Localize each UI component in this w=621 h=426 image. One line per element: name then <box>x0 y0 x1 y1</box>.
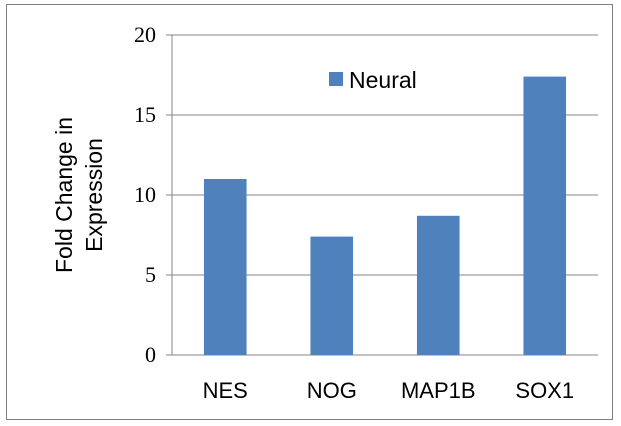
bar-sox1 <box>523 76 567 355</box>
x-category-label: MAP1B <box>401 378 476 403</box>
bars <box>203 76 567 355</box>
y-tick-labels: 0 5 10 15 20 <box>134 22 156 367</box>
x-category-labels: NES NOG MAP1B SOX1 <box>203 378 574 403</box>
y-axis-title-line: Expression <box>81 138 107 252</box>
y-tick-label: 0 <box>145 342 156 367</box>
y-tick-label: 5 <box>145 262 156 287</box>
legend: Neural <box>329 67 417 93</box>
x-category-label: NOG <box>307 378 357 403</box>
legend-swatch <box>329 72 343 86</box>
y-tick-label: 20 <box>134 22 156 47</box>
legend-label: Neural <box>349 67 417 93</box>
bar-nes <box>203 179 247 355</box>
y-axis-title: Fold Change in Expression <box>51 117 107 273</box>
chart-frame <box>6 4 613 420</box>
y-axis-title-line: Fold Change in <box>51 117 77 273</box>
y-tick-label: 10 <box>134 182 156 207</box>
y-tick-label: 15 <box>134 102 156 127</box>
x-category-label: NES <box>203 378 248 403</box>
x-category-label: SOX1 <box>515 378 574 403</box>
bar-map1b <box>416 215 460 355</box>
bar-nog <box>310 236 354 355</box>
